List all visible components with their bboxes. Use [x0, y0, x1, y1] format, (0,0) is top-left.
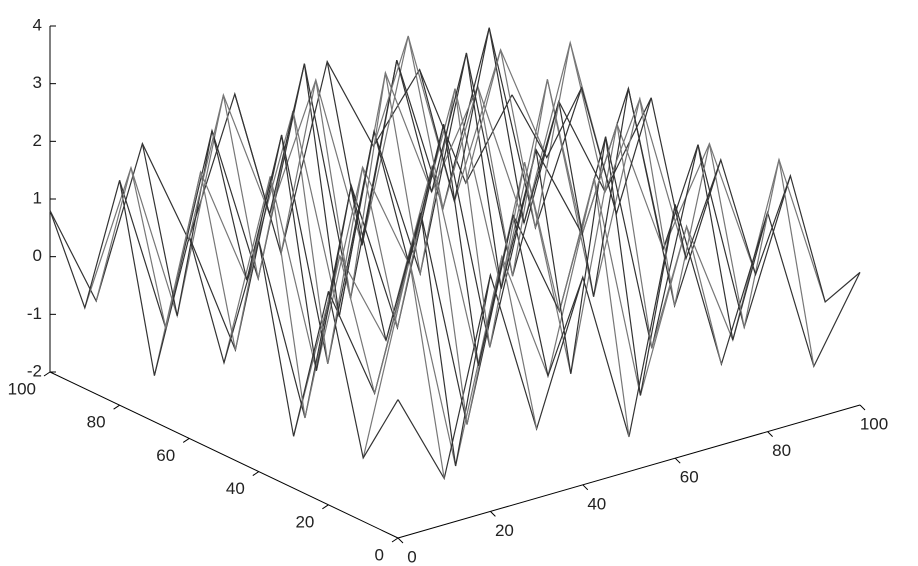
mesh-column: [419, 27, 769, 341]
x-tick-label: 100: [860, 414, 888, 433]
y-tick: [43, 371, 51, 377]
x-tick-label: 80: [772, 441, 791, 460]
mesh-column: [95, 167, 445, 479]
z-tick-label: 4: [33, 15, 42, 34]
y-tick-label: 60: [156, 446, 175, 465]
mesh-row: [153, 40, 617, 376]
z-tick-label: 2: [33, 131, 42, 150]
x-tick: [767, 431, 773, 437]
x-tick-label: 60: [680, 468, 699, 487]
z-tick-label: 3: [33, 73, 42, 92]
mesh-column: [465, 42, 815, 367]
x-tick: [490, 511, 496, 517]
mesh-column: [326, 52, 676, 396]
x-tick: [397, 537, 404, 544]
mesh-row: [188, 52, 652, 365]
x-tick: [859, 404, 866, 411]
y-tick: [182, 437, 190, 443]
x-tick-label: 0: [407, 547, 416, 566]
y-axis: [49, 371, 399, 539]
x-tick-label: 40: [587, 494, 606, 513]
z-tick-label: -2: [27, 361, 42, 380]
y-tick: [391, 537, 399, 543]
y-tick-label: 20: [295, 512, 314, 531]
mesh-row: [327, 136, 791, 425]
y-tick: [252, 471, 260, 477]
mesh-column: [372, 35, 722, 365]
x-tick: [582, 484, 589, 491]
y-tick-label: 80: [87, 413, 106, 432]
mesh-column: [188, 94, 538, 430]
x-axis: [397, 404, 861, 539]
mesh-column: [280, 72, 630, 437]
y-tick: [322, 504, 329, 510]
x-tick-label: 20: [495, 521, 514, 540]
y-tick-label: 0: [375, 545, 384, 564]
y-tick: [113, 404, 120, 410]
x-tick: [674, 457, 681, 464]
z-tick-label: 0: [33, 246, 42, 265]
z-tick-label: 1: [33, 188, 42, 207]
mesh-column: [234, 63, 584, 379]
y-tick-label: 100: [8, 379, 36, 398]
z-tick-label: -1: [27, 304, 42, 323]
y-tick-label: 40: [226, 479, 245, 498]
mesh-column: [511, 85, 861, 303]
mesh-column: [49, 180, 399, 460]
